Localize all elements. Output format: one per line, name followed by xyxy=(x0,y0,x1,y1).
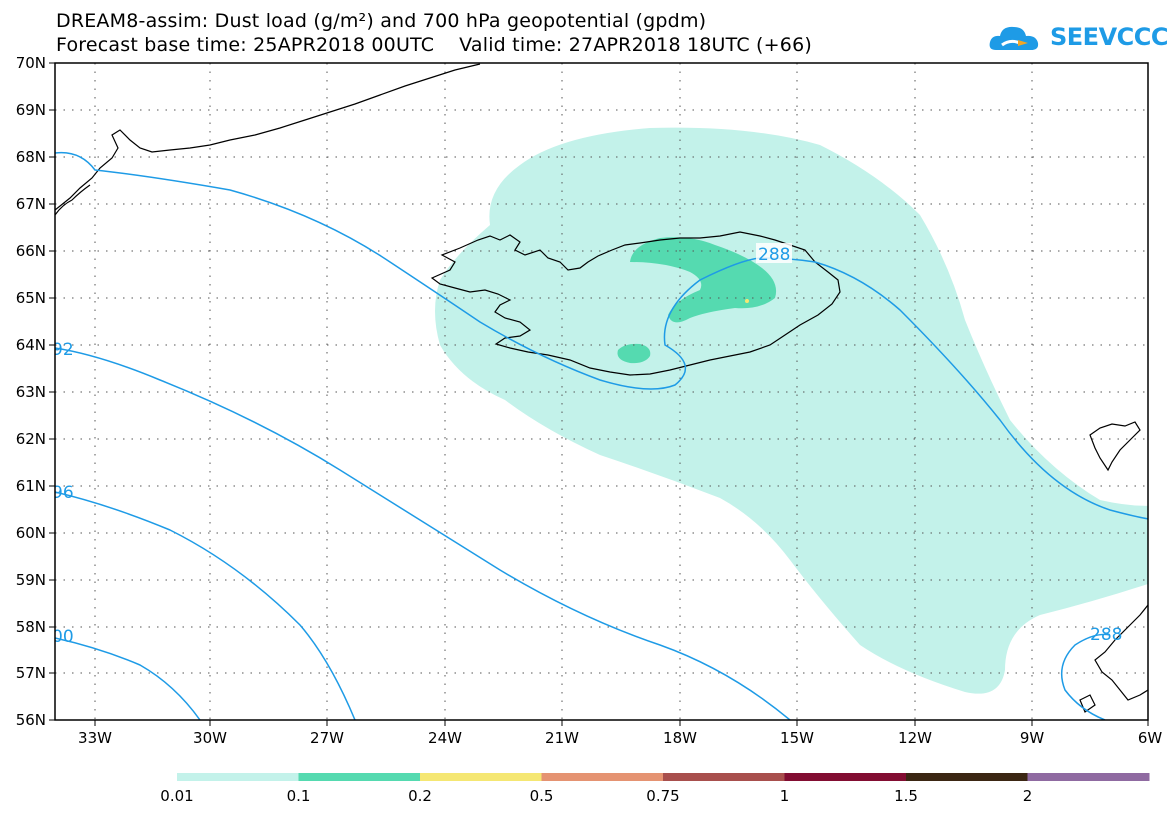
lat-label: 65N xyxy=(16,289,46,307)
lat-label: 66N xyxy=(16,242,46,260)
colorbar xyxy=(177,773,1150,781)
geopotential-contours xyxy=(55,151,1148,720)
colorbar-swatch xyxy=(906,773,1028,781)
colorbar-label: 1.5 xyxy=(894,787,918,805)
lat-label: 69N xyxy=(16,101,46,119)
lon-label: 6W xyxy=(1138,729,1163,747)
colorbar-label: 0.5 xyxy=(529,787,554,805)
colorbar-swatch xyxy=(541,773,664,781)
axis-ticks xyxy=(49,62,1149,726)
iceland-coast xyxy=(430,231,841,376)
contour-label: 00 xyxy=(52,627,74,647)
contour-296 xyxy=(55,491,356,720)
seevccc-logo xyxy=(989,26,1039,50)
graticule xyxy=(55,63,1148,720)
lon-label: 33W xyxy=(78,729,112,747)
map-subtitle: Forecast base time: 25APR2018 00UTC Vali… xyxy=(56,34,812,56)
colorbar-swatch xyxy=(663,773,785,781)
greenland-coast xyxy=(55,184,91,216)
colorbar-label: 2 xyxy=(1022,787,1033,805)
lat-label: 60N xyxy=(16,524,46,542)
lon-label: 12W xyxy=(898,729,932,747)
cloud-icon xyxy=(989,26,1039,50)
coastline xyxy=(55,63,1148,713)
contour-288 xyxy=(55,151,1148,520)
lat-label: 56N xyxy=(16,711,46,729)
faroe-coast xyxy=(1089,421,1141,472)
lon-label: 30W xyxy=(193,729,227,747)
lon-label: 27W xyxy=(310,729,344,747)
colorbar-label: 1 xyxy=(779,787,790,805)
colorbar-label: 0.1 xyxy=(286,787,311,805)
lat-label: 62N xyxy=(16,430,46,448)
dust-patch-mid xyxy=(630,237,777,323)
logo-text: SEEVCCC xyxy=(1050,23,1169,51)
colorbar-label: 0.01 xyxy=(160,787,194,805)
map-title: DREAM8-assim: Dust load (g/m²) and 700 h… xyxy=(56,10,707,32)
lat-label: 63N xyxy=(16,383,46,401)
lat-label: 68N xyxy=(16,148,46,166)
lon-label: 21W xyxy=(545,729,579,747)
lat-label: 64N xyxy=(16,336,46,354)
contour-label: 96 xyxy=(52,483,74,503)
dust-patch-mid xyxy=(617,343,651,364)
contour-label: 288 xyxy=(758,245,790,265)
contour-label: 92 xyxy=(52,340,74,360)
colorbar-label: 0.2 xyxy=(408,787,432,805)
lat-label: 59N xyxy=(16,571,46,589)
lat-label: 57N xyxy=(16,664,46,682)
longitude-labels: 33W 30W 27W 24W 21W 18W 15W 12W 9W 6W xyxy=(78,729,1162,747)
lon-label: 24W xyxy=(428,729,462,747)
lat-label: 61N xyxy=(16,477,46,495)
lat-label: 58N xyxy=(16,618,46,636)
contour-300 xyxy=(55,637,201,720)
colorbar-swatch xyxy=(298,773,421,781)
contour-288-se xyxy=(1060,633,1111,720)
dust-plume-low xyxy=(435,127,1148,694)
colorbar-swatch xyxy=(177,773,299,781)
scotland-coast xyxy=(1094,604,1148,701)
lon-label: 18W xyxy=(663,729,697,747)
contour-label: 288 xyxy=(1090,625,1122,645)
latitude-labels: 70N 69N 68N 67N 66N 65N 64N 63N 62N 61N … xyxy=(16,54,46,729)
lat-label: 67N xyxy=(16,195,46,213)
colorbar-label: 0.75 xyxy=(646,787,680,805)
colorbar-swatch xyxy=(420,773,542,781)
lon-label: 9W xyxy=(1020,729,1045,747)
lat-label: 70N xyxy=(16,54,46,72)
contour-292 xyxy=(55,347,791,720)
lon-label: 15W xyxy=(780,729,814,747)
dust-speck-high xyxy=(745,299,749,303)
colorbar-swatch xyxy=(784,773,907,781)
colorbar-swatch xyxy=(1027,773,1150,781)
greenland-coast xyxy=(55,63,481,211)
